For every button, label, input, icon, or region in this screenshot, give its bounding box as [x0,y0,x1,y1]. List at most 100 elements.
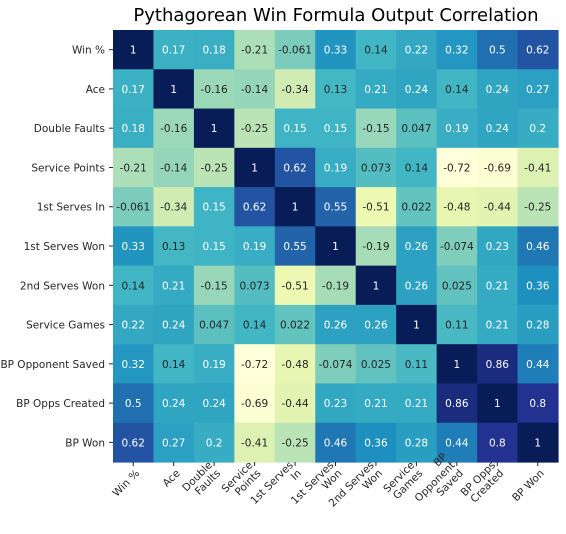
cell-value-label: -0.44 [281,398,308,410]
heatmap-cell [274,344,316,385]
y-tick-label: 1st Serves Won [24,241,105,253]
heatmap-cell [396,30,438,70]
heatmap-cell [517,226,559,267]
heatmap-cell [113,422,155,463]
heatmap-cell [396,383,438,424]
heatmap-cell [153,69,195,110]
cell-value-label: -0.25 [281,437,308,449]
heatmap-cell [193,383,235,424]
heatmap-cell [396,147,438,188]
heatmap-cell [153,108,195,149]
heatmap-cell [153,147,195,188]
heatmap-cell [113,383,155,424]
cell-value-label: 0.46 [526,241,550,253]
cell-value-label: -0.061 [278,45,312,57]
heatmap-cell [396,187,438,227]
heatmap-cell [315,30,357,70]
cell-value-label: -0.16 [201,84,228,96]
heatmap-cell [274,108,316,149]
cell-value-label: 0.33 [122,241,145,253]
heatmap-cell [274,147,316,188]
cell-value-label: 0.15 [202,202,225,214]
heatmap-cell [436,304,478,345]
heatmap-cell [153,344,195,385]
cell-value-label: -0.19 [362,241,389,253]
heatmap-cell [193,30,235,70]
heatmap-cell [355,304,397,345]
heatmap-cell [477,69,519,110]
cell-value-label: -0.25 [201,162,228,174]
heatmap-cell [355,265,397,306]
heatmap-cell [355,30,397,70]
cell-value-label: -0.14 [241,84,268,96]
cell-value-label: 0.13 [324,84,347,96]
heatmap-cell [234,304,276,345]
cell-value-label: 1 [413,320,420,332]
y-tick-label: BP Won [65,437,105,449]
heatmap-cell [193,226,235,267]
heatmap-cell [436,108,478,149]
heatmap-cell [355,147,397,188]
cell-value-label: 1 [534,437,541,449]
heatmap-cell [193,187,235,227]
heatmap-cell [517,108,559,149]
cell-value-label: 0.022 [280,320,310,332]
cell-value-label: -0.51 [362,202,389,214]
heatmap-cell [477,344,519,385]
heatmap-cell [193,265,235,306]
cell-value-label: -0.21 [241,45,268,57]
heatmap-cell [113,108,155,149]
cell-value-label: 0.62 [122,437,145,449]
heatmap-cell [517,383,559,424]
heatmap-cell [355,344,397,385]
cell-value-label: 0.8 [529,398,546,410]
y-tick-label: BP Opponent Saved [0,359,105,371]
heatmap-cell [477,147,519,188]
cell-value-label: 0.44 [445,437,469,449]
cell-value-label: -0.48 [443,202,470,214]
heatmap-cell [113,226,155,267]
cell-value-label: 1 [130,45,137,57]
cell-value-label: 0.073 [361,162,391,174]
heatmap-cell [355,226,397,267]
y-tick-label: Double Faults [34,123,105,135]
heatmap-cell [315,108,357,149]
cell-value-label: -0.15 [362,123,389,135]
heatmap-cell [153,304,195,345]
cell-value-label: 0.36 [364,437,388,449]
chart-title: Pythagorean Win Formula Output Correlati… [133,5,538,26]
heatmap-cell [153,30,195,70]
cell-value-label: -0.72 [443,162,470,174]
heatmap-cell [193,304,235,345]
cell-value-label: 0.23 [324,398,347,410]
cell-value-label: -0.19 [322,280,349,292]
cell-value-label: 0.19 [202,359,225,371]
cell-value-label: 0.18 [122,123,145,135]
heatmap-cell [477,383,519,424]
heatmap-cell [274,30,316,70]
y-tick-label: Ace [86,84,105,96]
cell-value-label: -0.72 [241,359,268,371]
heatmap-cell [193,69,235,110]
cell-value-label: 0.55 [283,241,306,253]
cell-value-label: -0.34 [281,84,308,96]
cell-value-label: 1 [332,241,339,253]
heatmap-cell [153,226,195,267]
heatmap-cell [113,30,155,70]
heatmap-cell [315,69,357,110]
heatmap-cell [436,344,478,385]
cell-value-label: 0.8 [489,437,506,449]
cell-value-label: 0.22 [122,320,145,332]
y-axis-tick-labels: Win % Ace Double Faults Service Points 1st S… [0,45,113,449]
cell-value-label: -0.48 [281,359,308,371]
cell-value-label: 0.17 [122,84,145,96]
cell-value-label: 0.26 [324,320,348,332]
cell-value-label: 0.32 [445,45,468,57]
heatmap-cell [477,30,519,70]
cell-value-label: 1 [494,398,501,410]
heatmap-cell [113,344,155,385]
heatmap-cell [517,147,559,188]
heatmap-cell [355,187,397,227]
heatmap-cell [477,422,519,463]
